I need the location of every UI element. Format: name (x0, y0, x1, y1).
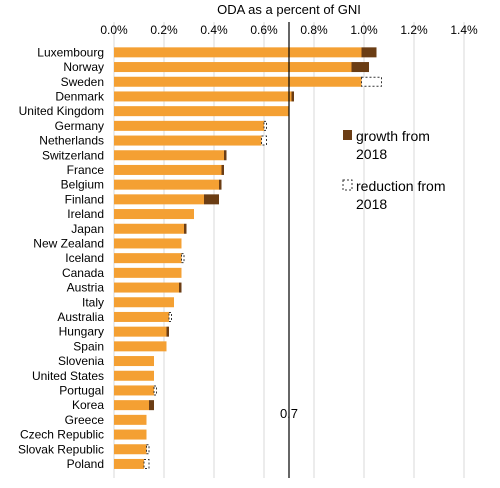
category-label: Ireland (67, 207, 104, 221)
category-label: Germany (55, 119, 104, 133)
bar-base (114, 135, 262, 146)
category-label: Spain (73, 339, 104, 353)
x-tick-label: 0.8% (300, 23, 328, 37)
bar-base (114, 179, 219, 190)
category-label: Korea (72, 398, 104, 412)
bar-growth (184, 223, 187, 234)
legend-label-reduction: reduction from 2018 (356, 178, 449, 212)
bar-growth (361, 47, 377, 58)
bar-base (114, 238, 182, 249)
bar-base (114, 414, 147, 425)
bar-base (114, 62, 352, 73)
bar-base (114, 267, 182, 278)
bar-reduction (168, 311, 172, 322)
bar-base (114, 150, 224, 161)
bar-reduction (181, 253, 185, 264)
category-label: Czech Republic (20, 428, 104, 442)
category-label: Italy (82, 295, 104, 309)
x-tick-label: 0.0% (100, 23, 128, 37)
bar-base (114, 356, 154, 367)
bar-base (114, 311, 169, 322)
category-label: New Zealand (33, 236, 104, 250)
bar-base (114, 253, 182, 264)
category-label: Denmark (55, 89, 105, 103)
bar-base (114, 282, 179, 293)
category-label: Canada (62, 266, 104, 280)
bar-growth (221, 164, 224, 175)
bar-base (114, 106, 289, 117)
bar-base (114, 194, 204, 205)
category-label: Finland (65, 192, 104, 206)
bar-base (114, 120, 264, 131)
category-label: Australia (57, 310, 104, 324)
bar-reduction (143, 458, 150, 469)
bar-base (114, 458, 144, 469)
bar-growth (204, 194, 219, 205)
category-label: Iceland (65, 251, 104, 265)
category-label: Slovenia (58, 354, 104, 368)
bar-growth (166, 326, 169, 337)
legend-swatch-reduction (342, 179, 353, 191)
category-label: United States (32, 369, 104, 383)
chart-title: ODA as a percent of GNI (217, 2, 361, 17)
bar-base (114, 91, 292, 102)
x-tick-label: 0.4% (200, 23, 228, 37)
bar-base (114, 76, 362, 87)
bar-growth (291, 91, 294, 102)
bar-base (114, 341, 167, 352)
x-tick-label: 1.4% (450, 23, 478, 37)
category-label: Switzerland (42, 148, 104, 162)
bar-base (114, 326, 167, 337)
category-label: Greece (65, 413, 105, 427)
category-label: Belgium (61, 178, 104, 192)
bar-reduction (263, 120, 267, 131)
bar-base (114, 223, 184, 234)
bar-base (114, 385, 154, 396)
category-label: Norway (63, 60, 104, 74)
bar-growth (179, 282, 182, 293)
category-label: France (67, 163, 105, 177)
category-label: Netherlands (39, 134, 104, 148)
category-label: Austria (67, 281, 105, 295)
reference-line-label: 0.7 (280, 406, 298, 421)
category-label: Sweden (61, 75, 104, 89)
bar-reduction (153, 385, 157, 396)
bar-growth (224, 150, 227, 161)
category-label: Portugal (59, 383, 104, 397)
bar-reduction (261, 135, 267, 146)
x-tick-label: 1.2% (400, 23, 428, 37)
category-label: Slovak Republic (18, 442, 104, 456)
bar-base (114, 429, 147, 440)
category-label: Luxembourg (37, 45, 104, 59)
bar-base (114, 209, 194, 220)
bar-base (114, 370, 154, 381)
legend-label-growth: growth from 2018 (356, 128, 434, 162)
category-label: Japan (71, 222, 104, 236)
bar-growth (219, 179, 222, 190)
legend: growth from 2018 reduction from 2018 (342, 128, 449, 212)
bar-base (114, 47, 362, 58)
category-label: United Kingdom (19, 104, 104, 118)
category-label: Hungary (59, 325, 104, 339)
x-tick-label: 0.6% (250, 23, 278, 37)
x-tick-label: 0.2% (150, 23, 178, 37)
bar-reduction (146, 444, 150, 455)
bar-base (114, 400, 149, 411)
bar-growth (351, 62, 369, 73)
bar-base (114, 444, 147, 455)
bar-base (114, 164, 222, 175)
legend-swatch-growth (343, 130, 352, 140)
bar-growth (149, 400, 154, 411)
bar-reduction (361, 76, 382, 87)
category-label: Poland (67, 457, 104, 471)
x-tick-label: 1.0% (350, 23, 378, 37)
bar-base (114, 297, 174, 308)
